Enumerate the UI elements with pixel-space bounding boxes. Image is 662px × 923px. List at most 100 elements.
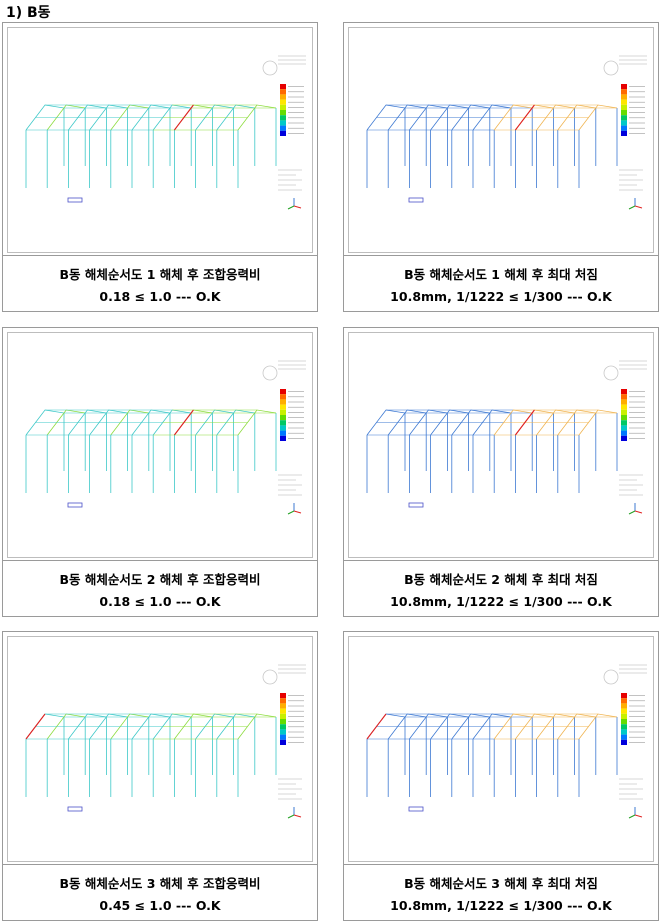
caption-title: B동 해체순서도 3 해체 후 조합응력비 [59,875,261,891]
frame-structure [25,409,277,508]
legend-swatch [621,130,627,136]
legend [262,360,306,515]
legend [262,55,306,210]
rafter [451,104,490,131]
axis-y [628,814,636,819]
legend [603,664,647,819]
rafter [557,713,596,740]
caption-title: B동 해체순서도 1 해체 후 최대 처짐 [404,266,598,282]
legend-swatch [621,708,627,714]
rafter [46,713,86,740]
frame-analysis-figure [7,332,313,558]
legend-swatch [280,389,286,395]
rafter [451,713,490,740]
legend-swatch [280,734,286,740]
caption-title: B동 해체순서도 1 해체 후 조합응력비 [59,266,261,282]
critical-member [25,713,46,740]
caption-result: 10.8mm, 1/1222 ≤ 1/300 --- O.K [390,288,612,304]
rafter [536,104,575,131]
logo-stamp [262,365,278,381]
caption-result: 10.8mm, 1/1222 ≤ 1/300 --- O.K [390,897,612,913]
legend-swatch [621,693,627,699]
caption-title: B동 해체순서도 2 해체 후 최대 처짐 [404,571,598,587]
critical-member [173,104,194,131]
critical-member [514,409,535,436]
legend-swatch [621,99,627,105]
legend-swatch [621,739,627,745]
axis-y [628,510,636,515]
rafter [237,104,277,131]
legend-swatch [621,719,627,725]
caption-box: B동 해체순서도 3 해체 후 조합응력비 0.45 ≤ 1.0 --- O.K [3,864,317,920]
axis-y [287,510,295,515]
legend-swatch [621,425,627,431]
legend-swatch [280,409,286,415]
axis-x [293,510,302,514]
caption-box: B동 해체순서도 1 해체 후 최대 처짐 10.8mm, 1/1222 ≤ 1… [344,255,658,311]
panel-deflection-step1: B동 해체순서도 1 해체 후 최대 처짐 10.8mm, 1/1222 ≤ 1… [343,22,659,312]
critical-member [173,409,194,436]
support-marker [408,197,424,203]
legend-swatch [621,120,627,126]
caption-title: B동 해체순서도 2 해체 후 조합응력비 [59,571,261,587]
legend-swatch [621,713,627,719]
legend-swatch [280,698,286,704]
legend-swatch [280,420,286,426]
legend-swatch [621,404,627,410]
axis-x [634,510,643,514]
rafter [451,409,490,436]
legend-swatch [621,435,627,441]
legend-swatch [280,724,286,730]
frame-structure [25,104,277,203]
rafter [46,409,86,436]
legend-swatch [621,703,627,709]
legend-swatch [280,708,286,714]
legend [603,360,647,515]
section-title: 1) B동 [6,5,51,21]
support-marker [408,806,424,812]
legend-swatch [621,724,627,730]
panel-stress-step3: B동 해체순서도 3 해체 후 조합응력비 0.45 ≤ 1.0 --- O.K [2,631,318,921]
legend-swatch [280,703,286,709]
legend-swatch [280,435,286,441]
legend-swatch [280,415,286,421]
legend-swatch [280,130,286,136]
frame-structure [366,104,618,203]
caption-box: B동 해체순서도 3 해체 후 최대 처짐 10.8mm, 1/1222 ≤ 1… [344,864,658,920]
support-marker [67,502,83,508]
rafter [578,409,618,436]
legend-swatch [280,739,286,745]
frame-structure [366,409,618,508]
rafter [557,409,596,436]
legend-swatch [280,394,286,400]
legend-swatch [280,84,286,90]
axis-x [293,205,302,209]
legend-swatch [621,729,627,735]
legend-swatch [280,399,286,405]
legend-swatch [280,693,286,699]
support-marker [67,197,83,203]
axis-x [634,205,643,209]
rafter [409,104,448,131]
legend-swatch [280,94,286,100]
frame-analysis-figure [348,636,654,862]
legend-swatch [280,729,286,735]
frame-analysis-figure [348,27,654,253]
legend-swatch [621,415,627,421]
legend-swatch [621,104,627,110]
legend-swatch [621,734,627,740]
legend-swatch [621,394,627,400]
rafter [409,713,448,740]
logo-stamp [603,669,619,685]
legend-swatch [621,84,627,90]
caption-result: 0.45 ≤ 1.0 --- O.K [99,897,221,913]
rafter [578,104,618,131]
legend-swatch [280,404,286,410]
rafter [409,409,448,436]
logo-stamp [262,669,278,685]
axis-y [287,814,295,819]
caption-result: 10.8mm, 1/1222 ≤ 1/300 --- O.K [390,593,612,609]
logo-stamp [603,60,619,76]
legend-swatch [621,399,627,405]
caption-box: B동 해체순서도 2 해체 후 최대 처짐 10.8mm, 1/1222 ≤ 1… [344,560,658,616]
